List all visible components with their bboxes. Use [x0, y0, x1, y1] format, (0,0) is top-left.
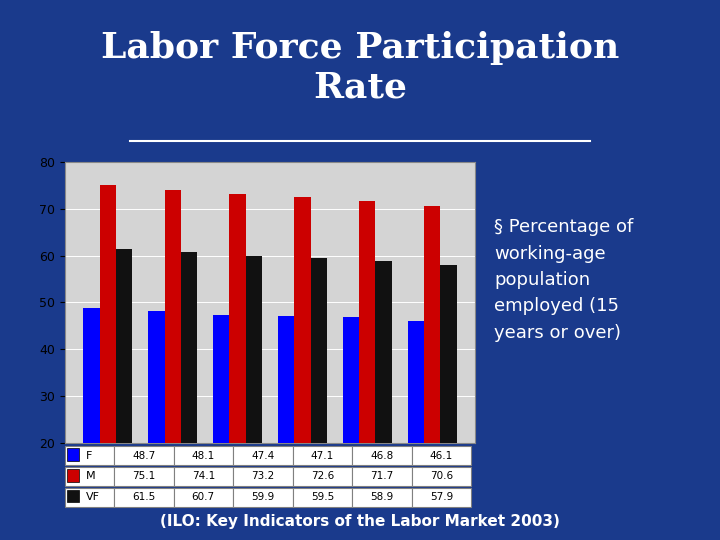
- Bar: [114, 446, 174, 465]
- Text: § Percentage of
working-age
population
employed (15
years or over): § Percentage of working-age population e…: [495, 218, 634, 342]
- Bar: [116, 248, 132, 536]
- Bar: [213, 315, 230, 536]
- Bar: [233, 446, 292, 465]
- Text: 48.1: 48.1: [192, 451, 215, 461]
- Text: 72.6: 72.6: [311, 471, 334, 482]
- Text: 46.1: 46.1: [430, 451, 453, 461]
- Bar: [65, 467, 114, 486]
- Bar: [67, 469, 79, 482]
- Text: 57.9: 57.9: [430, 492, 453, 502]
- Text: 70.6: 70.6: [430, 471, 453, 482]
- Bar: [114, 467, 174, 486]
- Text: 74.1: 74.1: [192, 471, 215, 482]
- Bar: [230, 194, 246, 536]
- Bar: [181, 252, 197, 536]
- Bar: [174, 488, 233, 507]
- Bar: [375, 261, 392, 536]
- Text: 59.5: 59.5: [311, 492, 334, 502]
- Bar: [292, 467, 352, 486]
- Text: M: M: [86, 471, 96, 482]
- Text: 73.2: 73.2: [251, 471, 274, 482]
- Text: (ILO: Key Indicators of the Labor Market 2003): (ILO: Key Indicators of the Labor Market…: [160, 514, 560, 529]
- Text: 75.1: 75.1: [132, 471, 156, 482]
- Bar: [148, 311, 165, 536]
- Bar: [352, 446, 412, 465]
- Bar: [424, 206, 441, 536]
- Bar: [292, 446, 352, 465]
- Bar: [67, 490, 79, 502]
- Bar: [343, 318, 359, 536]
- Text: F: F: [86, 451, 92, 461]
- Bar: [352, 488, 412, 507]
- Bar: [294, 197, 310, 536]
- Text: 47.1: 47.1: [311, 451, 334, 461]
- Bar: [65, 488, 114, 507]
- Bar: [359, 201, 375, 536]
- Bar: [441, 266, 456, 536]
- Bar: [412, 446, 471, 465]
- Bar: [174, 467, 233, 486]
- Bar: [165, 190, 181, 536]
- Bar: [233, 467, 292, 486]
- Text: VF: VF: [86, 492, 100, 502]
- Bar: [246, 256, 262, 536]
- Text: 46.8: 46.8: [370, 451, 393, 461]
- Text: 71.7: 71.7: [370, 471, 393, 482]
- Text: Labor Force Participation
Rate: Labor Force Participation Rate: [101, 31, 619, 105]
- Bar: [99, 185, 116, 536]
- Bar: [278, 316, 294, 536]
- Text: 60.7: 60.7: [192, 492, 215, 502]
- Bar: [408, 321, 424, 536]
- Bar: [412, 488, 471, 507]
- Text: 58.9: 58.9: [370, 492, 393, 502]
- Bar: [292, 488, 352, 507]
- Bar: [84, 308, 99, 536]
- Text: 48.7: 48.7: [132, 451, 156, 461]
- Bar: [174, 446, 233, 465]
- Bar: [352, 467, 412, 486]
- Bar: [65, 446, 114, 465]
- Bar: [233, 488, 292, 507]
- Text: 47.4: 47.4: [251, 451, 274, 461]
- Bar: [310, 258, 327, 536]
- Bar: [67, 448, 79, 461]
- Text: 59.9: 59.9: [251, 492, 274, 502]
- Bar: [114, 488, 174, 507]
- Text: 61.5: 61.5: [132, 492, 156, 502]
- Bar: [412, 467, 471, 486]
